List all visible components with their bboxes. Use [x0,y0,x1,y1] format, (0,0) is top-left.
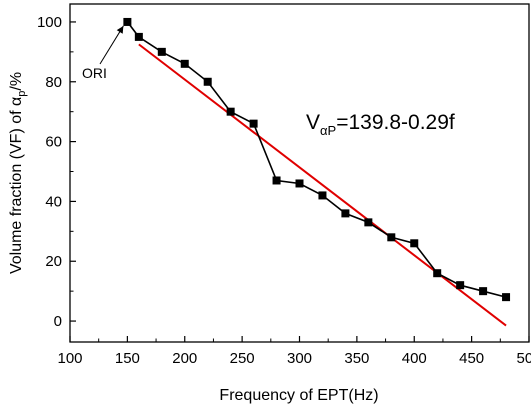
y-axis: 0 20 40 60 80 100 [37,14,76,330]
x-tick-label: 250 [230,350,255,367]
fit-line-group [138,43,507,327]
fit-equation: VαP=139.8-0.29f [306,111,455,138]
y-tick-label: 80 [45,74,62,91]
data-point [123,17,132,26]
x-tick-label: 200 [172,350,197,367]
y-axis-title: Volume fraction (VF) of αp/% [8,72,28,274]
fit-equation-rest: =139.8-0.29f [336,111,455,134]
data-point [410,239,419,248]
y-tick-label: 100 [37,14,62,31]
data-point [226,107,235,116]
fit-line [138,43,507,327]
y-axis-title-symbol: α [8,97,25,106]
x-tick-label: 500 [516,350,531,367]
x-tick-label: 450 [459,350,484,367]
y-tick-label: 0 [54,313,62,330]
data-point [272,176,281,185]
y-tick-label: 60 [45,134,62,151]
x-axis: 100 150 200 250 300 350 400 450 500 [57,336,531,367]
x-tick-label: 300 [287,350,312,367]
x-axis-title: Frequency of EPT(Hz) [219,387,378,404]
data-point [387,233,396,242]
ori-arrow-head [116,25,124,34]
ori-label: ORI [82,65,107,81]
fit-equation-main: V [306,111,320,134]
data-point [318,191,327,200]
y-tick-label: 40 [45,193,62,210]
data-point [456,281,465,290]
data-point [295,179,304,188]
data-point [134,32,143,41]
x-tick-label: 400 [402,350,427,367]
data-point [203,77,212,86]
x-tick-label: 100 [57,350,82,367]
data-point [249,119,258,128]
y-axis-title-suffix: /% [8,72,25,91]
y-axis-title-subscript: p [16,91,28,97]
data-point [157,47,166,56]
fit-equation-sub: αP [320,123,336,138]
ori-arrow-line [99,25,124,65]
y-axis-title-prefix: Volume fraction (VF) of [8,106,25,274]
annotations: ORI VαP=139.8-0.29f [82,25,455,138]
data-point [180,59,189,68]
x-tick-label: 350 [344,350,369,367]
data-point [479,287,488,296]
data-point [433,269,442,278]
series-group [123,17,511,302]
data-point [341,209,350,218]
x-tick-label: 150 [115,350,140,367]
data-point [364,218,373,227]
y-tick-label: 20 [45,253,62,270]
data-point [502,293,511,302]
